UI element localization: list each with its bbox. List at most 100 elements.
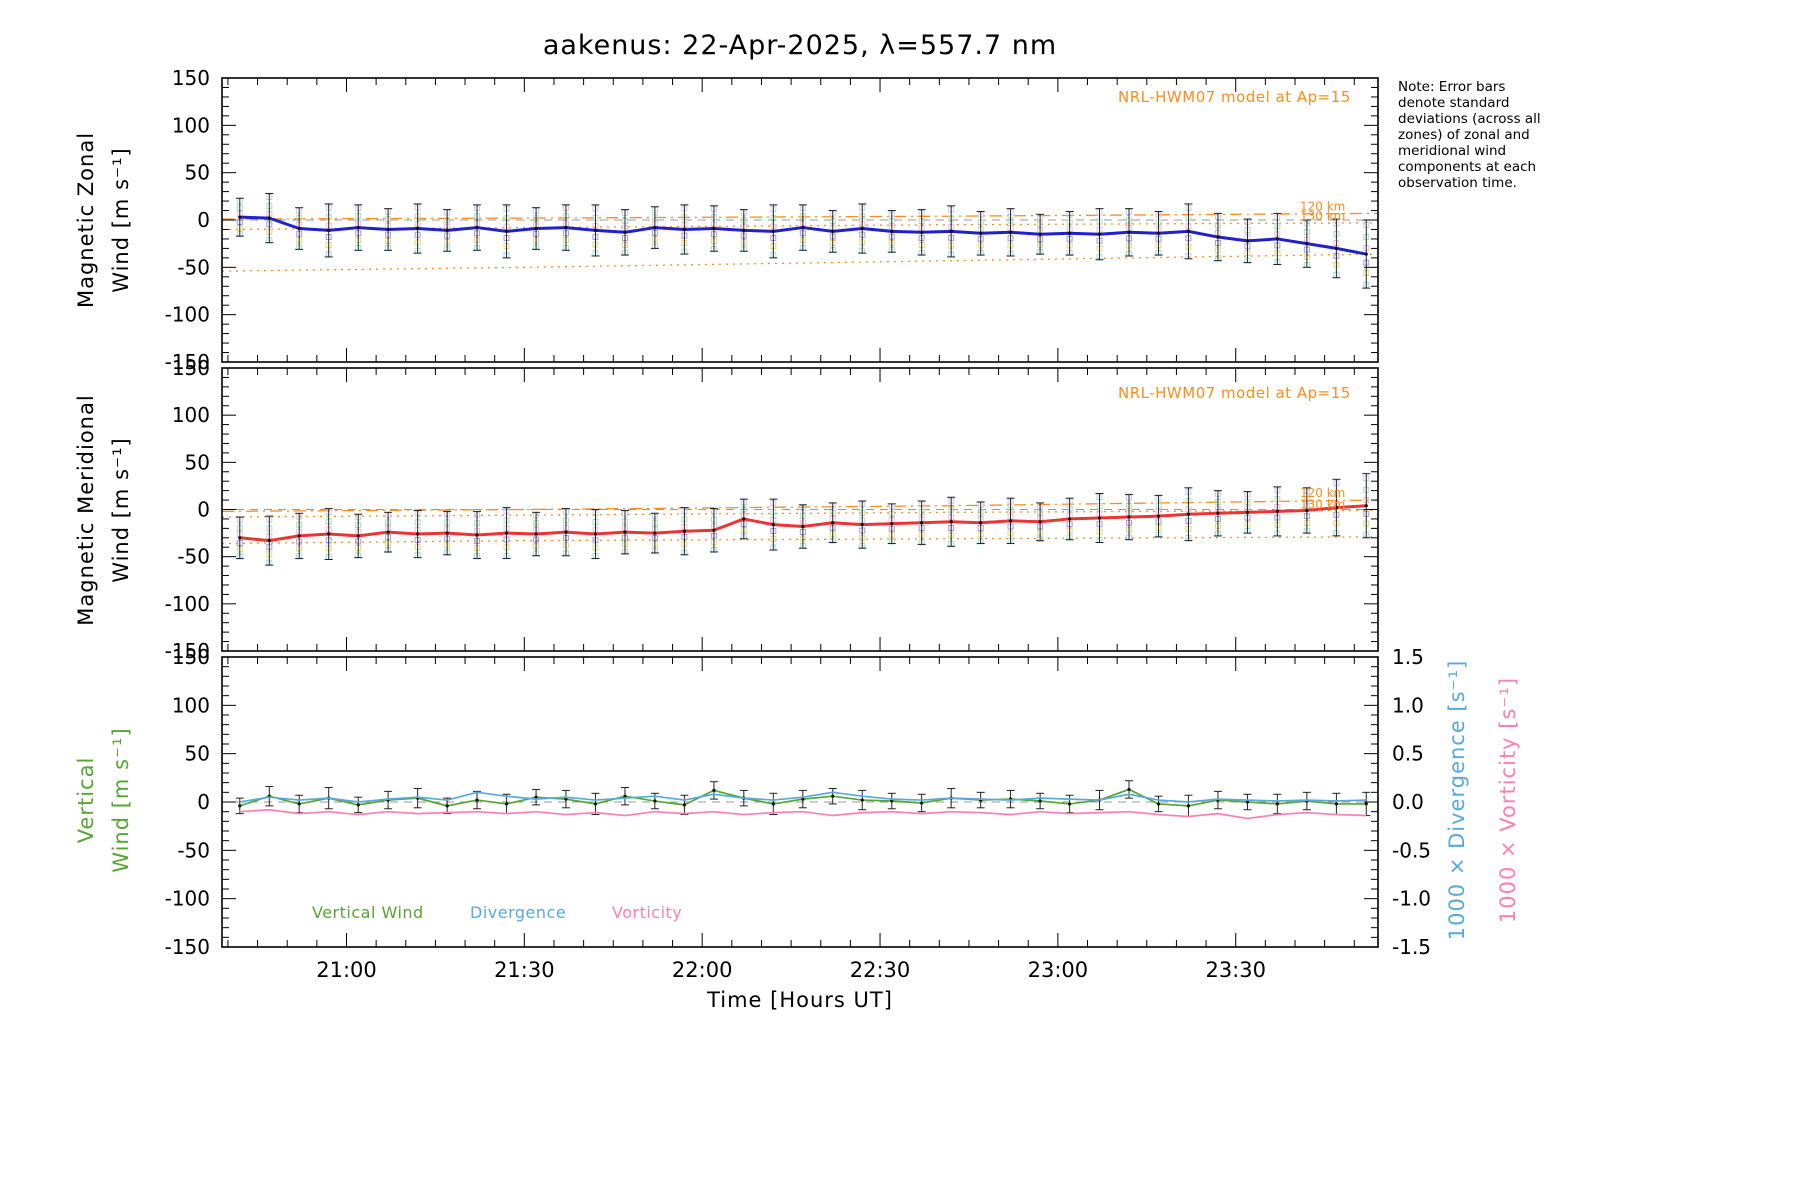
- data-point: [593, 228, 598, 233]
- data-point: [1008, 230, 1013, 234]
- data-point: [445, 228, 449, 233]
- meridional-axis-label: Magnetic Meridional: [74, 394, 98, 626]
- data-point: [1334, 802, 1338, 806]
- data-point: [356, 803, 360, 807]
- legend-divergence: Divergence: [470, 903, 567, 922]
- data-point: [949, 520, 953, 524]
- data-point: [564, 797, 568, 801]
- data-point: [1127, 787, 1131, 792]
- data-point: [890, 799, 894, 803]
- data-point: [1334, 506, 1338, 510]
- data-point: [1097, 232, 1102, 236]
- tick-label: 50: [185, 450, 210, 474]
- data-point: [564, 225, 568, 230]
- data-point: [238, 215, 242, 219]
- data-point: [1008, 519, 1013, 523]
- data-point: [831, 794, 835, 798]
- data-point: [356, 534, 360, 538]
- data-point: [534, 795, 538, 799]
- data-point: [920, 230, 924, 234]
- data-point: [1245, 800, 1250, 804]
- data-point: [504, 531, 509, 535]
- data-point: [771, 522, 775, 527]
- data-point: [534, 226, 538, 231]
- data-point: [1245, 239, 1250, 243]
- data-point: [356, 225, 360, 230]
- tick-label: 0: [197, 208, 210, 232]
- tick-label: -150: [165, 935, 210, 959]
- data-point: [475, 225, 479, 230]
- data-point: [1038, 520, 1042, 524]
- legend-vorticity: Vorticity: [612, 903, 683, 922]
- data-point: [1186, 512, 1191, 516]
- tick-label: 100: [172, 403, 210, 427]
- data-point: [593, 532, 598, 536]
- data-point: [386, 530, 390, 534]
- tick-label: 120 km: [1300, 486, 1345, 500]
- data-point: [623, 530, 627, 534]
- data-point: [445, 804, 449, 808]
- data-point: [742, 517, 746, 521]
- data-point: [682, 529, 687, 533]
- model-line-hwm-120km: [221, 499, 1379, 513]
- series-vorticity: [239, 808, 1367, 820]
- data-point: [593, 802, 598, 806]
- series-divergence: [239, 791, 1367, 803]
- tick-label: 21:00: [316, 958, 377, 982]
- tick-label: -100: [165, 887, 210, 911]
- model-line-hwm-120km: [221, 212, 1379, 220]
- data-point: [979, 231, 983, 235]
- panel-vertical-wind-divergence-vorticity: -150 -100 -50 0 50 100 150 -1.5 -1.0 -0.5 0.0 0.5 1.…: [165, 645, 1431, 982]
- data-point: [623, 794, 627, 798]
- data-point: [1156, 802, 1161, 806]
- data-point: [860, 522, 864, 527]
- data-point: [297, 534, 301, 538]
- data-point: [267, 539, 271, 543]
- x-axis-label: Time [Hours UT]: [707, 988, 893, 1012]
- data-point: [386, 227, 390, 232]
- data-point: [920, 801, 924, 805]
- tick-label: 130 km: [1300, 209, 1345, 223]
- legend-vertical-wind: Vertical Wind: [312, 903, 424, 922]
- tick-label: 150: [172, 66, 210, 90]
- model-line-hwm-low: [221, 253, 1379, 272]
- tick-label: -100: [165, 303, 210, 327]
- data-point: [890, 522, 894, 526]
- vertical-axis-unit-label: Wind [m s⁻¹]: [109, 727, 133, 873]
- tick-label: 50: [185, 161, 210, 185]
- data-point: [534, 532, 538, 536]
- data-point: [712, 226, 716, 231]
- data-point: [771, 229, 775, 233]
- data-point: [682, 803, 687, 807]
- data-point: [1038, 232, 1042, 236]
- data-point: [1305, 508, 1309, 513]
- data-point: [504, 802, 509, 806]
- data-point: [1245, 510, 1250, 514]
- tick-label: -50: [177, 545, 210, 569]
- tick-label: 23:30: [1205, 958, 1266, 982]
- data-point: [1364, 504, 1368, 508]
- data-point: [238, 804, 242, 808]
- data-point: [949, 229, 953, 233]
- data-point: [801, 225, 805, 230]
- data-point: [1156, 514, 1161, 518]
- divergence-axis-label: 1000 × Divergence [s⁻¹]: [1445, 659, 1469, 941]
- data-point: [653, 799, 657, 803]
- data-point: [238, 536, 242, 540]
- tick-label: 1.0: [1392, 693, 1424, 717]
- data-point: [712, 788, 716, 793]
- tick-label: 100: [172, 693, 210, 717]
- tick-label: 22:30: [850, 958, 911, 982]
- data-point: [1275, 802, 1279, 806]
- tick-label: -50: [177, 838, 210, 862]
- tick-label: 22:00: [672, 958, 733, 982]
- data-point: [1216, 511, 1220, 515]
- meridional-axis-unit-label: Wind [m s⁻¹]: [109, 437, 133, 583]
- data-point: [860, 798, 864, 802]
- tick-label: 0.5: [1392, 742, 1424, 766]
- data-point: [831, 521, 835, 525]
- data-point: [682, 227, 687, 232]
- data-point: [860, 226, 864, 231]
